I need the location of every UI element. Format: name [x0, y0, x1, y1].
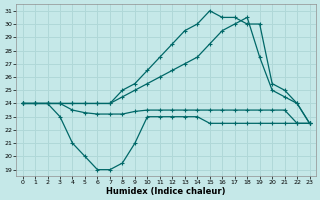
X-axis label: Humidex (Indice chaleur): Humidex (Indice chaleur): [106, 187, 226, 196]
